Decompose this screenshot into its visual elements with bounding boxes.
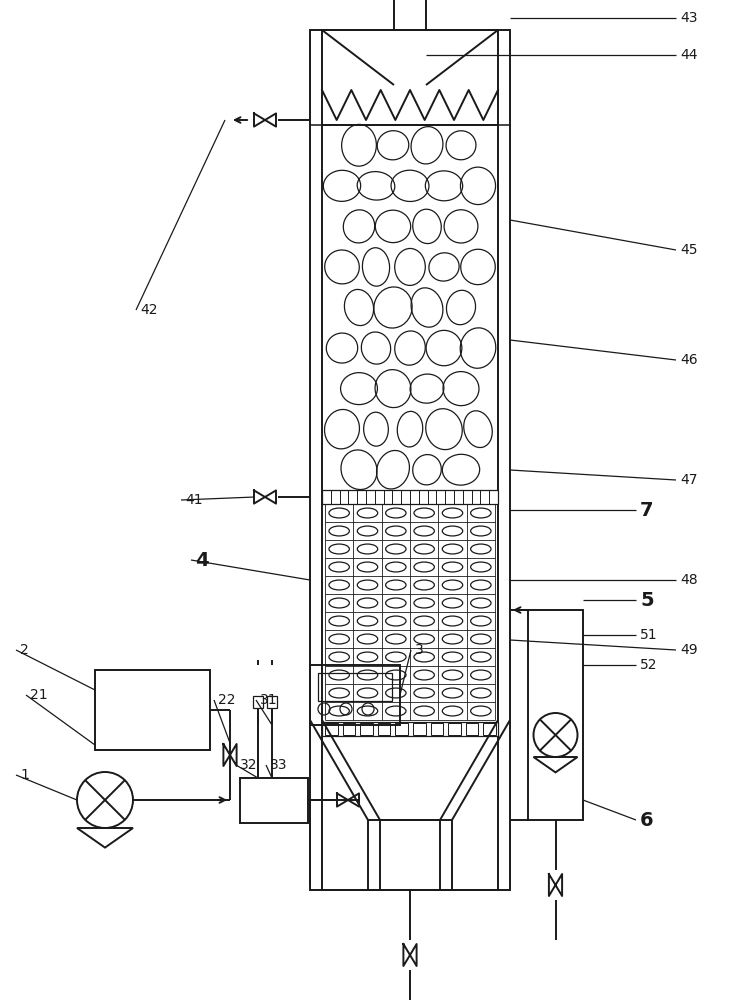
- Bar: [267, 696, 277, 708]
- Bar: [484, 723, 496, 735]
- Bar: [368, 820, 452, 890]
- Text: 22: 22: [218, 693, 236, 707]
- Bar: [322, 30, 498, 890]
- Bar: [413, 723, 425, 735]
- Text: 48: 48: [680, 573, 698, 587]
- Bar: [395, 723, 408, 735]
- Bar: [378, 723, 390, 735]
- Text: 21: 21: [30, 688, 48, 702]
- Text: 47: 47: [680, 473, 698, 487]
- Text: 44: 44: [680, 48, 698, 62]
- Text: 7: 7: [640, 500, 654, 520]
- Bar: [322, 722, 498, 736]
- Text: 2: 2: [20, 643, 29, 657]
- Bar: [342, 723, 355, 735]
- Text: 51: 51: [640, 628, 658, 642]
- Bar: [322, 490, 498, 504]
- Text: 43: 43: [680, 11, 698, 25]
- Text: 42: 42: [140, 303, 158, 317]
- Bar: [253, 696, 263, 708]
- Bar: [310, 665, 400, 725]
- Text: 52: 52: [640, 658, 657, 672]
- Text: 5: 5: [640, 590, 654, 609]
- Text: 31: 31: [260, 693, 277, 707]
- Bar: [310, 30, 510, 890]
- Bar: [325, 723, 338, 735]
- Text: 45: 45: [680, 243, 698, 257]
- Text: 33: 33: [270, 758, 288, 772]
- Bar: [466, 723, 478, 735]
- Bar: [448, 723, 461, 735]
- Text: 32: 32: [240, 758, 258, 772]
- Text: 6: 6: [640, 810, 654, 830]
- Bar: [360, 723, 372, 735]
- Text: 4: 4: [195, 550, 208, 570]
- Text: 41: 41: [185, 493, 202, 507]
- Bar: [380, 820, 440, 890]
- Bar: [95, 670, 210, 750]
- Bar: [394, 0, 426, 30]
- Bar: [528, 610, 583, 820]
- Text: 3: 3: [415, 643, 424, 657]
- Bar: [318, 673, 392, 701]
- Bar: [240, 778, 308, 823]
- Text: 49: 49: [680, 643, 698, 657]
- Text: 46: 46: [680, 353, 698, 367]
- Text: 1: 1: [20, 768, 29, 782]
- Bar: [431, 723, 443, 735]
